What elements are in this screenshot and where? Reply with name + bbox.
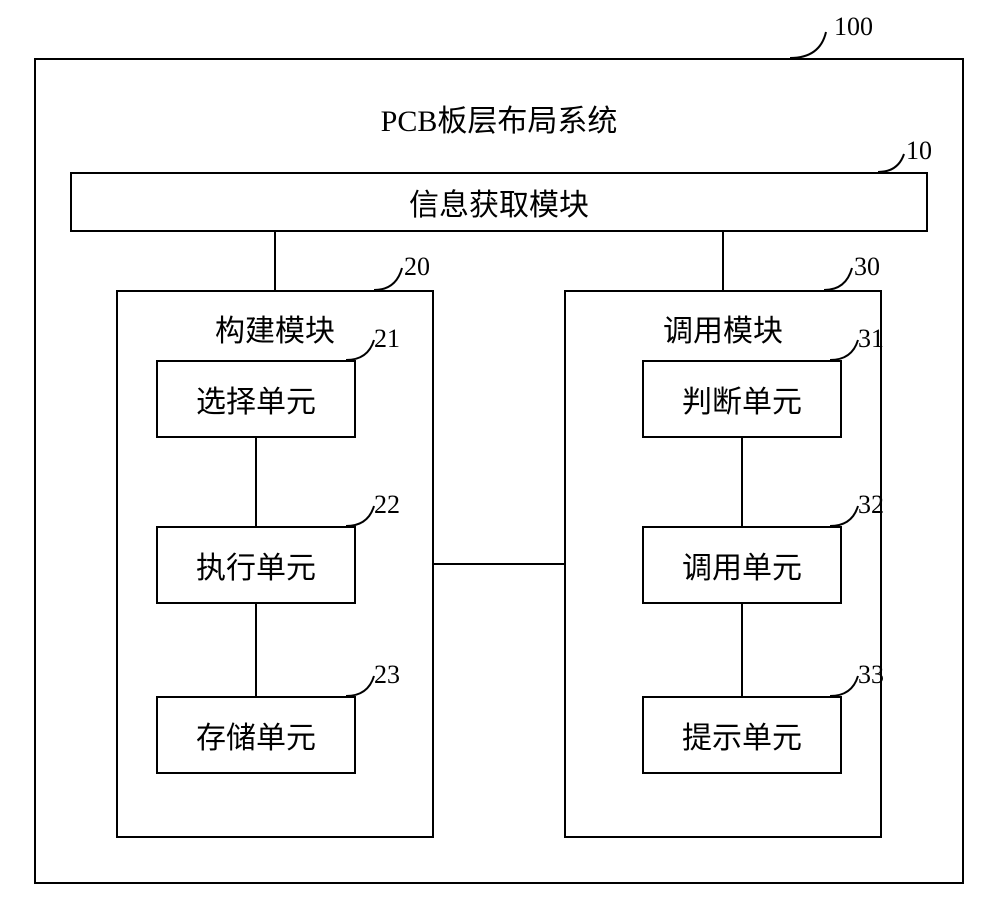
top-module-box: 信息获取模块 bbox=[70, 172, 928, 232]
unit-32: 调用单元 bbox=[642, 526, 842, 604]
ref-module-build: 20 bbox=[404, 252, 430, 282]
unit-22: 执行单元 bbox=[156, 526, 356, 604]
unit-label-32: 调用单元 bbox=[644, 528, 840, 602]
module-title-build: 构建模块 bbox=[195, 306, 355, 350]
unit-21: 选择单元 bbox=[156, 360, 356, 438]
ref-topbar: 10 bbox=[906, 136, 932, 166]
ref-module-call: 30 bbox=[854, 252, 880, 282]
ref-outer: 100 bbox=[834, 12, 873, 42]
ref-unit-23: 23 bbox=[374, 660, 400, 690]
top-module-label: 信息获取模块 bbox=[72, 174, 926, 230]
unit-label-33: 提示单元 bbox=[644, 698, 840, 772]
unit-31: 判断单元 bbox=[642, 360, 842, 438]
unit-label-23: 存储单元 bbox=[158, 698, 354, 772]
system-title: PCB板层布局系统 bbox=[359, 96, 639, 140]
ref-unit-21: 21 bbox=[374, 324, 400, 354]
ref-unit-31: 31 bbox=[858, 324, 884, 354]
ref-unit-32: 32 bbox=[858, 490, 884, 520]
ref-unit-33: 33 bbox=[858, 660, 884, 690]
unit-33: 提示单元 bbox=[642, 696, 842, 774]
unit-label-21: 选择单元 bbox=[158, 362, 354, 436]
ref-unit-22: 22 bbox=[374, 490, 400, 520]
module-title-call: 调用模块 bbox=[643, 306, 803, 350]
unit-23: 存储单元 bbox=[156, 696, 356, 774]
unit-label-22: 执行单元 bbox=[158, 528, 354, 602]
unit-label-31: 判断单元 bbox=[644, 362, 840, 436]
